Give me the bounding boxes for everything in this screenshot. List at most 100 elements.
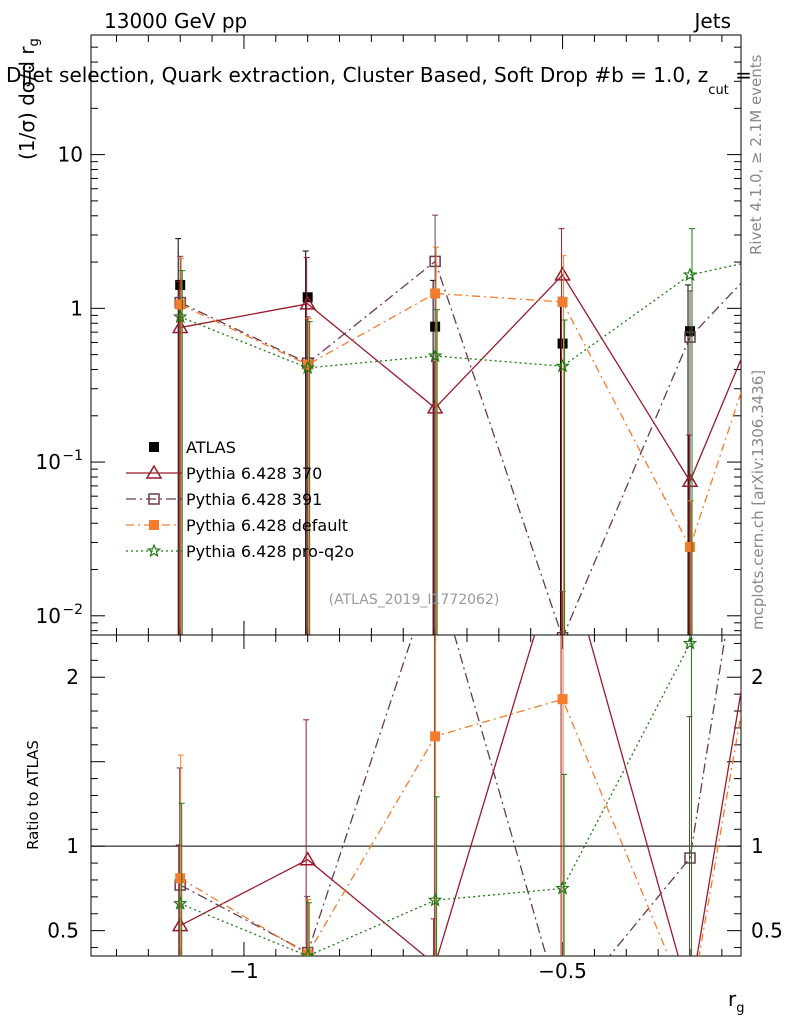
ratio-series-group — [171, 250, 786, 1018]
main-y-axis-label: (1/σ) dσ/d rg — [15, 38, 42, 160]
ratio-point-pq2o — [172, 895, 188, 910]
legend-label-p391: Pythia 6.428 391 — [186, 490, 322, 509]
ratio-y-tick-label: 1 — [66, 834, 79, 858]
series-pq2o — [172, 228, 786, 635]
main-y-tick-label: 1 — [70, 296, 83, 320]
energy-label: 13000 GeV pp — [104, 9, 247, 33]
legend-marker-atlas — [149, 442, 159, 452]
data-point-pq2o — [555, 358, 570, 373]
plot-subtitle-main: Dijet selection, Quark extraction, Clust… — [6, 63, 708, 87]
ratio-line-p391 — [179, 635, 727, 956]
ratio-point-pq2o — [682, 635, 698, 650]
ratio-series-pdefault — [175, 453, 786, 1013]
ratio-plot-border — [90, 634, 742, 957]
series-p370 — [171, 228, 786, 635]
ratio-point-pdefault — [557, 694, 568, 705]
series-line-pdefault — [179, 292, 741, 549]
legend-label-p370: Pythia 6.428 370 — [186, 464, 322, 483]
data-point-p370 — [299, 295, 316, 310]
data-point-pq2o — [780, 248, 786, 259]
x-tick-label: −1 — [229, 959, 258, 983]
ratio-point-pq2o — [555, 880, 570, 895]
data-point-pq2o — [682, 267, 698, 282]
data-point-atlas — [781, 332, 786, 342]
ratio-point-pdefault — [175, 873, 186, 884]
ratio-point-p370 — [299, 851, 316, 866]
series-line-p370 — [180, 273, 741, 483]
data-point-p391 — [429, 255, 441, 268]
main-series-group — [171, 214, 786, 635]
legend-item-p370: Pythia 6.428 370 — [126, 464, 322, 483]
data-point-pdefault — [302, 359, 313, 370]
main-plot-data — [171, 214, 786, 635]
x-axis-label: rg — [728, 987, 745, 1016]
data-point-p391 — [684, 331, 696, 343]
rivet-version-label: Rivet 4.1.0, ≥ 2.1M events — [747, 54, 765, 255]
data-point-pdefault — [685, 542, 696, 553]
legend-item-pq2o: Pythia 6.428 pro-q2o — [126, 542, 354, 561]
plot-subtitle: Dijet selection, Quark extraction, Clust… — [6, 63, 752, 98]
ratio-plot-data — [171, 250, 786, 1018]
ratio-point-pdefault — [430, 731, 441, 742]
ratio-point-p391 — [558, 1008, 568, 1018]
ratio-point-pq2o — [780, 418, 786, 429]
plot-subtitle-end: = — [729, 63, 752, 87]
ratio-y-tick-label: 2 — [66, 665, 79, 689]
legend-marker-pdefault — [149, 520, 159, 530]
data-point-p391 — [556, 631, 569, 635]
ratio-plot-frame: −1 −0.5 0.5 0.5 1 1 2 2 — [47, 634, 783, 983]
data-point-p370 — [779, 246, 786, 258]
legend-item-p391: Pythia 6.428 391 — [126, 490, 322, 509]
ratio-point-p370 — [779, 417, 786, 429]
legend-label-pq2o: Pythia 6.428 pro-q2o — [186, 542, 354, 561]
main-y-tick-label: 10 — [36, 450, 61, 474]
ratio-series-pq2o — [172, 418, 786, 956]
legend-marker-pq2o — [146, 543, 162, 558]
ratio-point-p370 — [556, 535, 570, 547]
ratio-point-p370 — [683, 991, 697, 1003]
ratio-point-pdefault — [685, 1003, 695, 1013]
series-line-p391 — [179, 260, 741, 635]
data-point-pdefault — [557, 296, 568, 307]
legend-label-atlas: ATLAS — [186, 438, 236, 457]
legend-marker-p370 — [145, 464, 163, 479]
ratio-series-p370 — [171, 417, 786, 1003]
ratio-point-pq2o — [427, 892, 443, 907]
series-pdefault — [175, 246, 786, 635]
legend-label-pdefault: Pythia 6.428 default — [186, 516, 348, 535]
main-y-tick-label: 10 — [58, 143, 83, 167]
x-tick-label: −0.5 — [538, 959, 587, 983]
data-point-pq2o — [427, 348, 443, 363]
data-point-atlas — [557, 338, 568, 349]
ratio-point-p391 — [684, 852, 696, 864]
series-line-pq2o — [179, 263, 741, 369]
main-y-tick-label-exponent: −1 — [62, 448, 83, 464]
legend: ATLAS Pythia 6.428 370 Pythia 6.428 391 Pyt… — [126, 438, 354, 561]
ratio-line-pq2o — [179, 635, 695, 956]
main-y-tick-label: 10 — [36, 604, 61, 628]
data-point-p370 — [554, 266, 571, 281]
plot-subtitle-sub: cut — [708, 83, 728, 98]
ratio-y-tick-label-right: 2 — [751, 665, 764, 689]
ratio-y-tick-label: 0.5 — [47, 919, 79, 943]
legend-item-atlas: ATLAS — [149, 438, 236, 457]
analysis-watermark: (ATLAS_2019_I1772062) — [329, 592, 500, 608]
data-point-pq2o — [300, 360, 315, 375]
ratio-series-p391 — [174, 250, 786, 1018]
data-point-pdefault — [175, 299, 186, 310]
ratio-point-pq2o — [300, 948, 315, 956]
ratio-y-axis-label: Ratio to ATLAS — [24, 740, 42, 850]
series-atlas — [175, 238, 786, 635]
legend-marker-p391 — [148, 493, 160, 505]
data-point-p391 — [781, 231, 786, 241]
data-point-pq2o — [172, 309, 188, 324]
data-point-pdefault — [781, 252, 786, 262]
ratio-point-p391 — [781, 250, 786, 260]
ratio-y-tick-label-right: 1 — [751, 834, 764, 858]
ratio-point-pdefault — [781, 453, 786, 463]
data-point-pdefault — [430, 288, 441, 299]
ratio-line-pdefault — [179, 698, 741, 956]
legend-item-pdefault: Pythia 6.428 default — [126, 516, 348, 535]
